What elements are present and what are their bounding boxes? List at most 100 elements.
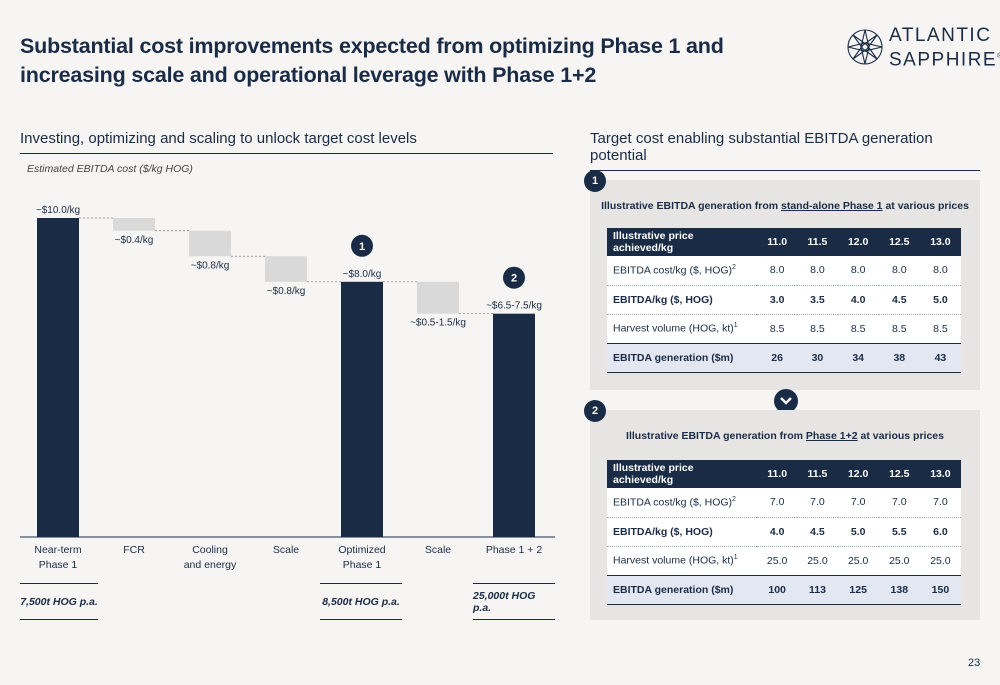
row-label: Harvest volume (HOG, kt)1 xyxy=(607,546,757,576)
table-row: Harvest volume (HOG, kt)1 25.0 25.0 25.0 25.… xyxy=(607,546,961,576)
category-label: and energy xyxy=(184,559,237,571)
left-section-title: Investing, optimizing and scaling to unl… xyxy=(20,130,553,154)
table-cell: 8.5 xyxy=(757,314,798,344)
panel1-title-link: stand-alone Phase 1 xyxy=(780,200,883,212)
header-price: 11.0 xyxy=(757,228,798,256)
right-section-title: Target cost enabling substantial EBITDA … xyxy=(590,130,980,171)
ebitda-table-phase1: Illustrative price achieved/kg 11.0 11.5 12… xyxy=(607,228,961,373)
panel2-badge: 2 xyxy=(584,400,606,422)
category-label: Phase 1 + 2 xyxy=(486,544,542,556)
table-cell: 4.0 xyxy=(837,285,879,315)
table-cell: 113 xyxy=(797,574,838,605)
table-cell: 8.5 xyxy=(797,314,838,344)
chart-axis-caption: Estimated EBITDA cost ($/kg HOG) xyxy=(27,163,193,175)
table-cell: 8.0 xyxy=(797,256,838,286)
header-label: Illustrative price achieved/kg xyxy=(607,460,757,488)
bar-step xyxy=(113,218,155,231)
table-cell: 25.0 xyxy=(878,546,920,576)
table-cell: 8.0 xyxy=(878,256,920,286)
table-header-row: Illustrative price achieved/kg 11.0 11.5 12… xyxy=(607,460,961,488)
category-label: Cooling xyxy=(192,544,228,556)
panel-phase12: Illustrative EBITDA generation from Phas… xyxy=(590,410,980,620)
data-label: ~$8.0/kg xyxy=(343,269,382,280)
panel-standalone-phase1: Illustrative EBITDA generation from stan… xyxy=(590,180,980,390)
category-label: Phase 1 xyxy=(39,559,78,571)
data-label: ~$10.0/kg xyxy=(36,205,80,216)
table-cell: 7.0 xyxy=(797,488,838,518)
table-cell: 100 xyxy=(757,574,798,605)
table-row: EBITDA cost/kg ($, HOG)2 7.0 7.0 7.0 7.0 7.0 xyxy=(607,488,961,518)
header-price: 12.0 xyxy=(837,228,879,256)
table-cell: 4.0 xyxy=(757,517,798,547)
footer-volume-optimized: 8,500t HOG p.a. xyxy=(320,583,402,620)
table-cell: 8.0 xyxy=(837,256,879,286)
data-label: ~$6.5-7.5/kg xyxy=(486,301,542,312)
sapphire-logo-icon xyxy=(847,29,883,65)
page-title: Substantial cost improvements expected f… xyxy=(20,34,724,87)
data-label: ~$0.5-1.5/kg xyxy=(410,318,466,329)
panel2-title-link: Phase 1+2 xyxy=(805,430,858,442)
table-cell: 5.0 xyxy=(837,517,879,547)
table-cell: 8.0 xyxy=(919,256,961,286)
bar-total xyxy=(493,313,535,537)
bar-badge xyxy=(503,266,525,289)
table-cell: 30 xyxy=(797,342,838,373)
chevron-down-icon xyxy=(774,389,798,413)
table-cell: 25.0 xyxy=(837,546,879,576)
category-label: Scale xyxy=(425,544,451,556)
logo-line-2: SAPPHIRE xyxy=(889,49,998,71)
row-label: EBITDA generation ($m) xyxy=(607,574,757,605)
header-price: 13.0 xyxy=(919,228,961,256)
bar-badge-number: 1 xyxy=(359,241,365,253)
bar-step xyxy=(189,230,231,257)
ebitda-table-phase12: Illustrative price achieved/kg 11.0 11.5 12… xyxy=(607,460,961,605)
category-label: Phase 1 xyxy=(343,559,382,571)
table-cell: 125 xyxy=(837,574,879,605)
table-cell: 5.5 xyxy=(878,517,920,547)
header-price: 12.5 xyxy=(878,460,920,488)
panel1-title: Illustrative EBITDA generation from stan… xyxy=(601,200,969,212)
logo-registered-mark: ® xyxy=(997,53,1000,60)
bar-step xyxy=(265,256,307,282)
table-cell: 138 xyxy=(878,574,920,605)
company-logo: ATLANTIC SAPPHIRE® xyxy=(845,24,1000,76)
header-label: Illustrative price achieved/kg xyxy=(607,228,757,256)
category-label: Optimized xyxy=(338,544,385,556)
header-price: 13.0 xyxy=(919,460,961,488)
table-cell: 25.0 xyxy=(919,546,961,576)
table-cell: 3.5 xyxy=(797,285,838,315)
table-header-row: Illustrative price achieved/kg 11.0 11.5 12… xyxy=(607,228,961,256)
table-row: EBITDA generation ($m) 26 30 34 38 43 xyxy=(607,342,961,373)
table-cell: 25.0 xyxy=(797,546,838,576)
data-label: ~$0.4/kg xyxy=(115,235,154,246)
row-label: EBITDA/kg ($, HOG) xyxy=(607,517,757,547)
header-price: 12.5 xyxy=(878,228,920,256)
table-cell: 3.0 xyxy=(757,285,798,315)
table-row: EBITDA cost/kg ($, HOG)2 8.0 8.0 8.0 8.0 8.0 xyxy=(607,256,961,286)
logo-line-1: ATLANTIC xyxy=(889,25,992,46)
bar-step xyxy=(417,281,459,314)
header-price: 11.5 xyxy=(797,228,838,256)
table-cell: 4.5 xyxy=(878,285,920,315)
table-cell: 43 xyxy=(919,342,961,373)
table-row: Harvest volume (HOG, kt)1 8.5 8.5 8.5 8.5 8.5 xyxy=(607,314,961,344)
category-label: FCR xyxy=(123,544,145,556)
header-price: 11.0 xyxy=(757,460,798,488)
table-cell: 5.0 xyxy=(919,285,961,315)
table-cell: 38 xyxy=(878,342,920,373)
data-label: ~$0.8/kg xyxy=(267,286,306,297)
table-cell: 25.0 xyxy=(757,546,798,576)
category-label: Near-term xyxy=(34,544,82,556)
waterfall-chart: ~$10.0/kg Near-term Phase 1 ~$0.4/kg FCR ~$0.… xyxy=(20,205,555,571)
table-row: EBITDA/kg ($, HOG) 4.0 4.5 5.0 5.5 6.0 xyxy=(607,517,961,547)
panel1-badge: 1 xyxy=(584,170,606,192)
footer-volume-phase12: 25,000t HOG p.a. xyxy=(473,583,555,620)
table-row: EBITDA generation ($m) 100 113 125 138 150 xyxy=(607,574,961,605)
table-cell: 7.0 xyxy=(837,488,879,518)
table-cell: 26 xyxy=(757,342,798,373)
bar-total xyxy=(341,281,383,537)
logo-wordmark: ATLANTIC SAPPHIRE® xyxy=(889,25,1000,70)
table-row: EBITDA/kg ($, HOG) 3.0 3.5 4.0 4.5 5.0 xyxy=(607,285,961,315)
bar-total xyxy=(37,218,79,537)
footer-volume-phase1: 7,500t HOG p.a. xyxy=(20,583,98,620)
